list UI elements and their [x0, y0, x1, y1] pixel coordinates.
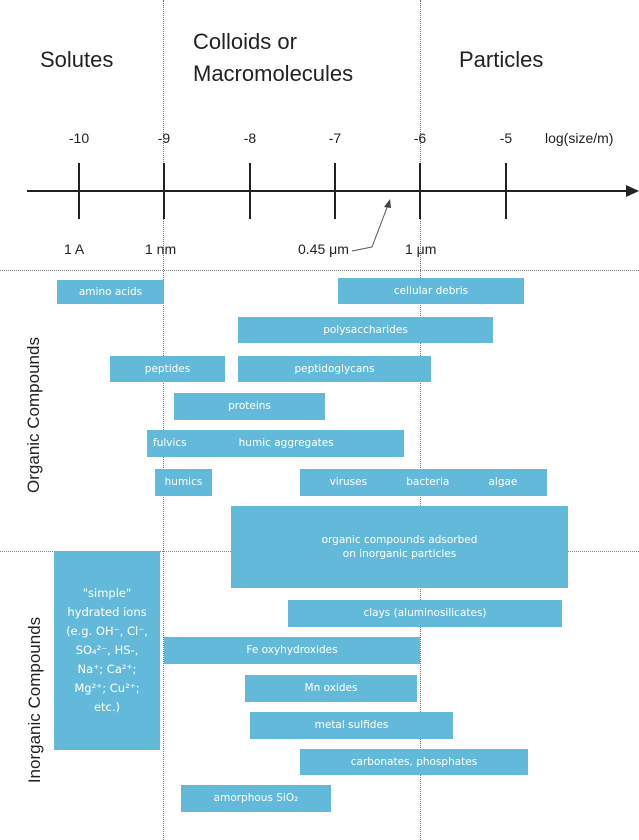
bar-amorphous-sio2: amorphous SiO₂	[181, 785, 331, 812]
bar-amino-acids: amino acids	[57, 280, 164, 304]
size-label-1A: 1 A	[64, 241, 85, 257]
ions-line: (e.g. OH⁻, Cl⁻,	[66, 624, 148, 639]
label-humic-aggregates: humic aggregates	[238, 437, 334, 450]
label-viruses: viruses	[329, 476, 368, 489]
category-organic: Organic Compounds	[24, 337, 43, 493]
tick-label: -5	[499, 130, 513, 146]
bar-fulvics-humic-aggregates: fulvics humic aggregates	[147, 430, 404, 457]
size-label-filter: 0.45 μm	[298, 241, 349, 257]
bar-viruses-bacteria-algae: viruses bacteria algae	[300, 469, 547, 496]
bar-proteins: proteins	[174, 393, 325, 420]
label-adsorbed-line2: on inorganic particles	[342, 548, 457, 560]
ions-line: hydrated ions	[67, 605, 147, 620]
bar-metal-sulfides: metal sulfides	[250, 712, 453, 739]
guide-line-1um	[420, 0, 421, 840]
ions-line: Na⁺; Ca²⁺;	[77, 661, 137, 676]
bar-cellular-debris: cellular debris	[338, 278, 524, 304]
ions-line: Mg²⁺; Cu²⁺;	[74, 680, 140, 695]
ions-line: SO₄²⁻, HS-,	[75, 643, 139, 658]
header-solutes: Solutes	[40, 47, 114, 72]
bar-mn-oxides: Mn oxides	[245, 675, 417, 702]
bar-hydrated-ions: "simple" hydrated ions (e.g. OH⁻, Cl⁻, S…	[54, 551, 160, 750]
ions-line: etc.)	[93, 699, 121, 714]
header-colloids-line2: Macromolecules	[193, 61, 354, 86]
category-inorganic: Inorganic Compounds	[25, 616, 44, 784]
tick-label: -6	[413, 130, 427, 146]
tick-label: -7	[328, 130, 342, 146]
guide-line-1nm	[163, 0, 164, 840]
header-colloids-line1: Colloids or	[193, 29, 297, 54]
axis-label: log(size/m)	[545, 130, 614, 146]
size-label-1um: 1 μm	[405, 241, 437, 257]
divider-axis-organic	[0, 270, 639, 271]
bar-polysaccharides: polysaccharides	[238, 317, 493, 343]
size-label-1nm: 1 nm	[145, 241, 177, 257]
size-axis	[27, 163, 639, 252]
label-adsorbed-line1: organic compounds adsorbed	[321, 533, 478, 546]
bar-peptides: peptides	[110, 356, 225, 382]
bar-clays: clays (aluminosilicates)	[288, 600, 562, 627]
tick-label: -10	[68, 130, 90, 146]
label-algae: algae	[488, 476, 518, 489]
filter-leader	[351, 204, 389, 252]
label-bacteria: bacteria	[406, 476, 450, 489]
bar-humics: humics	[155, 469, 212, 496]
bar-organic-adsorbed: organic compounds adsorbed on inorganic …	[231, 506, 568, 588]
header-particles: Particles	[459, 47, 544, 72]
tick-label: -8	[243, 130, 257, 146]
bar-carbonates-phosphates: carbonates, phosphates	[300, 749, 528, 775]
label-fulvics: fulvics	[153, 437, 187, 450]
ions-line: "simple"	[82, 586, 132, 601]
bar-peptidoglycans: peptidoglycans	[238, 356, 431, 382]
tick-label: -9	[157, 130, 171, 146]
filter-leader-arrowhead	[384, 199, 391, 208]
bar-fe-oxyhydroxides: Fe oxyhydroxides	[164, 637, 420, 664]
axis-arrowhead	[626, 185, 639, 197]
